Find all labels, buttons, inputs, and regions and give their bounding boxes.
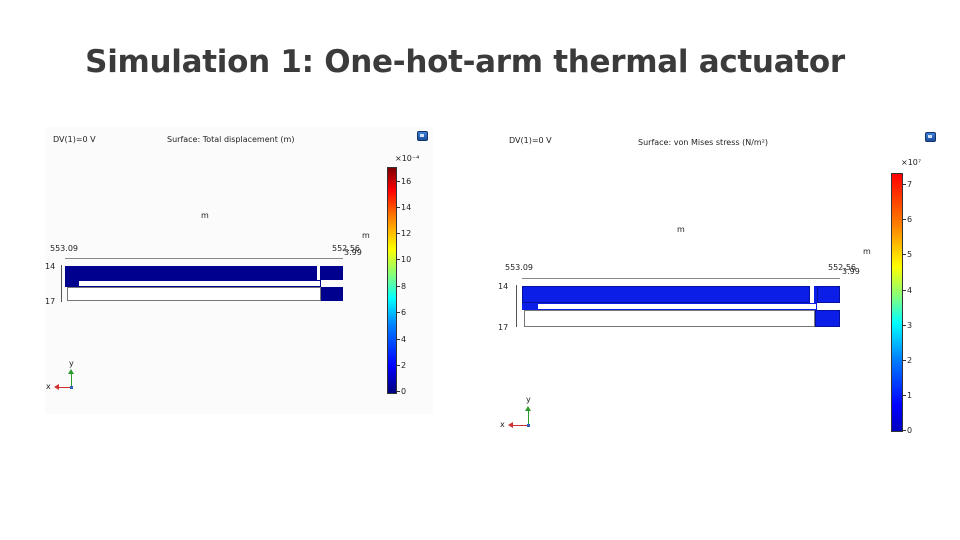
unit-label-side: m [362,231,370,240]
unit-label-top: m [677,225,685,234]
stress-plot: DV(1)=0 V Surface: von Mises stress (N/m… [497,125,945,445]
triad-x-label: x [500,420,505,429]
triad-y-axis [71,373,72,387]
colorbar-tick-label: 7 [907,180,913,189]
colorbar-tick [902,254,906,255]
export-image-icon[interactable] [925,132,936,142]
triad-x-arrow [508,422,513,428]
colorbar-tick-label: 8 [401,282,407,291]
colorbar-tick-label: 2 [907,356,913,365]
displacement-plot: DV(1)=0 V Surface: Total displacement (m… [45,127,433,414]
triad-x-label: x [46,382,51,391]
colorbar-tick [902,325,906,326]
colorbar-tick-label: 6 [401,308,407,317]
y-axis-lower-value: 17 [498,323,509,332]
colorbar-tick-label: 4 [907,286,913,295]
x-axis-right-overlap-value: 3.99 [344,248,362,257]
anchor-pad-lower [815,310,840,327]
y-axis-lower-value: 17 [45,297,56,306]
triad-y-arrow [525,406,531,411]
flexure-gap [538,303,817,310]
triad-y-label: y [69,359,74,368]
colorbar [387,167,397,394]
triad-y-arrow [68,369,74,374]
export-image-icon[interactable] [417,131,428,141]
colorbar-tick [396,181,400,182]
colorbar-tick-label: 10 [401,255,412,264]
parameter-label: DV(1)=0 V [53,135,96,144]
arm-link [320,266,323,280]
colorbar-tick [396,339,400,340]
y-axis-upper-value: 14 [498,282,509,291]
colorbar [891,173,903,432]
triad-y-axis [528,410,529,425]
arm-joint [522,303,538,310]
triad-x-arrow [54,384,59,390]
x-axis-right-overlap-value: 3.99 [842,267,860,276]
colorbar-tick-label: 14 [401,203,412,212]
hot-arm [65,266,317,280]
colorbar-tick-label: 4 [401,335,407,344]
triad-x-axis [512,425,529,426]
slide-title: Simulation 1: One-hot-arm thermal actuat… [85,44,845,80]
triad-x-axis [58,387,72,388]
x-axis-line [65,258,343,259]
hot-arm [522,286,810,303]
triad-origin [527,424,530,427]
y-axis-line [61,265,62,302]
colorbar-tick [902,219,906,220]
surface-label: Surface: von Mises stress (N/m²) [638,138,769,147]
colorbar-exponent: ×10⁷ [901,158,922,167]
colorbar-tick [396,391,400,392]
parameter-label: DV(1)=0 V [509,136,552,145]
cold-arm [67,287,321,301]
colorbar-tick-label: 12 [401,229,412,238]
y-axis-upper-value: 14 [45,262,56,271]
arm-gap [317,266,320,280]
cold-arm [524,310,815,327]
colorbar-tick [902,290,906,291]
colorbar-tick [396,259,400,260]
colorbar-tick [902,430,906,431]
surface-label: Surface: Total displacement (m) [167,135,295,144]
x-axis-left-value: 553.09 [505,263,533,272]
colorbar-tick-label: 1 [907,391,913,400]
unit-label-side: m [863,247,871,256]
x-axis-line [522,278,840,279]
colorbar-tick [396,312,400,313]
colorbar-tick-label: 6 [907,215,913,224]
x-axis-right-value: 552.56 [332,244,360,253]
anchor-pad-upper [323,266,343,280]
colorbar-tick-label: 16 [401,177,412,186]
triad-y-label: y [526,395,531,404]
colorbar-tick [396,233,400,234]
colorbar-tick [902,184,906,185]
colorbar-tick [396,365,400,366]
anchor-pad-upper [817,286,840,303]
colorbar-exponent: ×10⁻⁴ [395,154,420,163]
arm-joint [65,280,79,287]
y-axis-line [516,285,517,327]
colorbar-tick-label: 3 [907,321,913,330]
colorbar-tick [396,207,400,208]
anchor-pad-lower [321,287,343,301]
x-axis-left-value: 553.09 [50,244,78,253]
colorbar-tick [902,360,906,361]
arm-gap [810,286,814,303]
colorbar-tick-label: 2 [401,361,407,370]
flexure-gap [78,280,321,287]
colorbar-tick-label: 0 [907,426,913,435]
colorbar-tick [902,395,906,396]
colorbar-tick [396,286,400,287]
colorbar-tick-label: 5 [907,250,913,259]
triad-origin [70,386,73,389]
x-axis-right-value: 552.56 [828,263,856,272]
arm-link [814,286,817,303]
colorbar-tick-label: 0 [401,387,407,396]
unit-label-top: m [201,211,209,220]
